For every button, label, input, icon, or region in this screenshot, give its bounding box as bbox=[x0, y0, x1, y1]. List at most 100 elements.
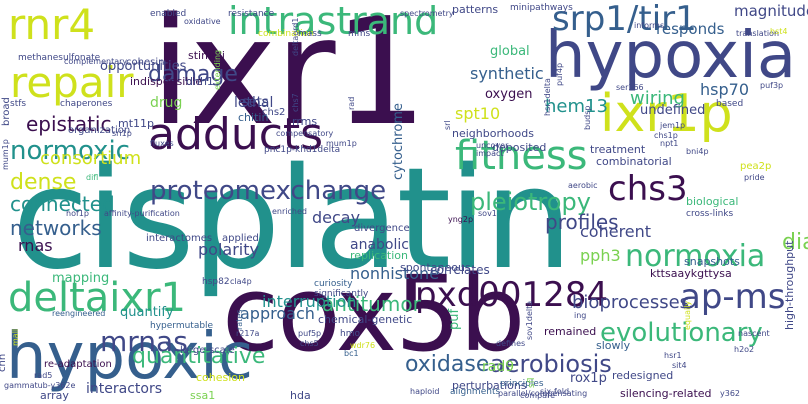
word-sov1delta: h2o2 bbox=[734, 345, 755, 354]
word-hubs: budsp bbox=[583, 105, 592, 130]
word-puf5p: hsp82 bbox=[202, 277, 230, 287]
word-sfl: nascent bbox=[738, 329, 770, 338]
word-ixr1: ixr1 bbox=[150, 0, 428, 158]
word-y362: parallel/compensating bbox=[498, 389, 588, 398]
word-translation: based bbox=[716, 99, 744, 109]
word-proteomexchange: proteomexchange bbox=[150, 176, 387, 206]
word-rates: cohesion bbox=[196, 371, 246, 384]
word-combination: pnc1p-khd1delta bbox=[264, 145, 341, 155]
word-adducts: adducts bbox=[148, 109, 324, 160]
word-cnn: yng2p bbox=[448, 215, 474, 224]
word-anabolic: undefined bbox=[640, 103, 706, 118]
word-repair: repair bbox=[10, 58, 134, 107]
word-chs6p: puf5p bbox=[298, 329, 322, 338]
word-cohesin: combination bbox=[258, 29, 314, 39]
word-gammatub-y362e: y362 bbox=[720, 389, 741, 398]
word-sets: lethal bbox=[234, 95, 274, 111]
word-patterns: enabled bbox=[150, 9, 187, 19]
word-mass: rrms bbox=[292, 115, 318, 128]
word-defines: kttsaaykgttysa bbox=[650, 267, 732, 280]
word-deltaord1: minipathways bbox=[510, 3, 573, 13]
word-damage: damage bbox=[148, 62, 238, 87]
word-rnas: approach bbox=[240, 304, 315, 323]
word-npt1: chs1p bbox=[654, 131, 678, 140]
word-enriched: interactomes bbox=[146, 233, 213, 244]
word-dense: dense bbox=[10, 170, 77, 195]
word-based: pea2p bbox=[740, 161, 772, 172]
word-antitumor: antitumor bbox=[322, 292, 421, 316]
word-polarity: interruption bbox=[262, 292, 357, 311]
word-treatment: chitin bbox=[238, 111, 269, 124]
word-undefined: oxygen bbox=[485, 87, 533, 102]
word-epistatic: epistatic bbox=[26, 112, 112, 136]
word-hypermutable: re-adaptation bbox=[44, 359, 112, 370]
word-indispensible: mapping bbox=[52, 271, 110, 286]
word-quantitative: quantitative bbox=[132, 344, 266, 369]
word-principles: silencing-related bbox=[620, 387, 712, 400]
word-broad: cohesin bbox=[126, 57, 165, 68]
word-complementary: mass bbox=[298, 29, 322, 39]
word-spectrometry: extending bbox=[213, 49, 222, 90]
word-chs2: mum1p bbox=[326, 139, 357, 148]
word-connected: connected bbox=[10, 192, 115, 216]
word-normoxic: normoxic bbox=[10, 136, 130, 166]
word-correlates: applied bbox=[222, 233, 259, 244]
word-large-scale: hda bbox=[290, 389, 311, 402]
word-neighborhoods: cytochrome bbox=[391, 103, 406, 180]
word-stimuli: opportunities bbox=[100, 59, 187, 74]
word-trimmed: equally bbox=[683, 300, 692, 330]
word-ixr1p: ixr1p bbox=[600, 84, 733, 144]
word-chs3: chs3 bbox=[608, 169, 688, 209]
word-hmo: defines bbox=[496, 339, 526, 348]
word-rpd3: puf4p bbox=[555, 62, 564, 86]
word-ssa1: alignments bbox=[450, 387, 501, 397]
word-chs1p: uncover bbox=[476, 141, 509, 150]
word-decay: pph3 bbox=[580, 246, 621, 265]
word-combinatorial: neighborhoods bbox=[452, 127, 534, 140]
word-impact: srl bbox=[443, 120, 452, 130]
word-high-throughput: combinatorial bbox=[596, 155, 672, 168]
word-parallel-compensating: hsr1 bbox=[664, 351, 682, 360]
word-curiosity: wdr76 bbox=[350, 341, 376, 350]
word-fluxes: mt11p bbox=[118, 117, 155, 130]
word-ing: puf3p bbox=[760, 81, 784, 90]
word-pxd001284: pxd001284 bbox=[415, 275, 609, 315]
word-cla4p: significantly bbox=[314, 289, 369, 299]
word-diagram: profiles bbox=[545, 210, 619, 234]
word-interactors: puf bbox=[447, 308, 462, 330]
word-ser366: informs bbox=[634, 21, 665, 30]
word-chs2-vertical: mum1p bbox=[1, 139, 10, 170]
word-chs5: r217a bbox=[236, 329, 260, 338]
word-compensatory: organization bbox=[68, 125, 131, 136]
word-sov1: bc1 bbox=[344, 349, 359, 358]
word-ap-ms: ap-ms bbox=[680, 277, 786, 317]
word-mms: chs2 bbox=[262, 107, 286, 118]
word-hst4: ser366 bbox=[616, 83, 644, 92]
word-intrastrand: intrastrand bbox=[228, 0, 439, 43]
word-hsp82: chemical-genetic bbox=[318, 313, 413, 326]
word-compare: perturbations bbox=[452, 379, 527, 392]
word-rad: oxidative bbox=[184, 17, 221, 26]
word-puf: coherent bbox=[580, 222, 652, 241]
word-extending: chaperones bbox=[60, 99, 113, 109]
word-r217a: curiosity bbox=[314, 279, 353, 289]
word-profiles: wiring bbox=[630, 88, 685, 109]
word-array: principles bbox=[500, 379, 544, 389]
word-pep8: gammatub-y362e bbox=[4, 381, 76, 390]
word-drug: decay bbox=[312, 208, 361, 227]
word-cisplatin: cisplatin bbox=[12, 138, 573, 301]
word-mapping: rox1p bbox=[570, 371, 607, 386]
word-informs: pride bbox=[744, 173, 765, 182]
word-rad9: nonhistone bbox=[350, 264, 440, 283]
word-fitness: fitness bbox=[455, 133, 588, 179]
word-replication: rates bbox=[235, 309, 244, 330]
word-deltaixr1: deltaixr1 bbox=[8, 275, 186, 321]
word-rox1p: anabolic bbox=[350, 237, 409, 253]
word-aerobiosis: aerobiosis bbox=[490, 350, 612, 378]
word-bni4p: jem1p bbox=[660, 121, 686, 130]
word-consortium: consortium bbox=[40, 148, 142, 169]
word-resistance: stfs bbox=[10, 99, 27, 109]
word-hsp7: mall bbox=[11, 328, 20, 346]
word-hof1p: reengineered bbox=[52, 309, 106, 318]
word-re-adaptation: ssa1 bbox=[190, 389, 216, 402]
